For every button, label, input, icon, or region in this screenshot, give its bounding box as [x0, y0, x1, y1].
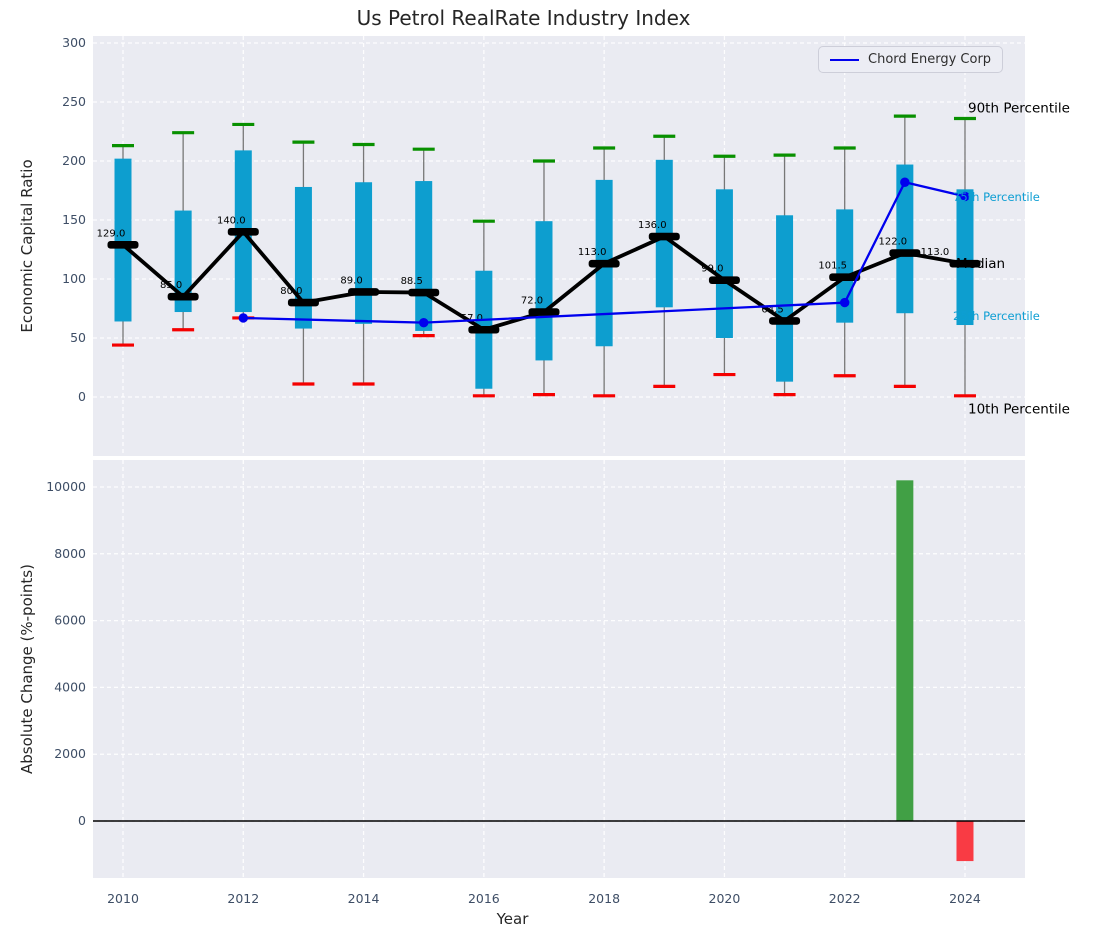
median-marker-2018: [588, 259, 620, 268]
median-marker-2016: [468, 325, 500, 334]
x-tick-label: 2024: [949, 891, 981, 906]
x-tick-label: 2018: [588, 891, 620, 906]
company-point-2022: [840, 297, 850, 308]
company-point-2024: [960, 191, 970, 202]
box-p25-p75-2021: [776, 215, 794, 382]
box-p25-p75-2020: [715, 189, 733, 338]
median-marker-2022: [829, 273, 861, 282]
median-value-label-2012: 140.0: [217, 215, 246, 226]
bottom-y-tick-label: 10000: [46, 479, 86, 494]
top-y-tick-label: 150: [62, 212, 86, 227]
median-marker-2013: [287, 298, 319, 307]
bottom-y-axis-label: Absolute Change (%-points): [18, 564, 36, 774]
median-marker-2020: [708, 276, 740, 284]
median-value-label-2013: 80.0: [280, 286, 302, 297]
median-marker-2012: [227, 228, 259, 236]
box-p25-p75-2010: [114, 158, 132, 322]
x-tick-label: 2012: [227, 891, 259, 906]
median-value-label-2019: 136.0: [638, 220, 667, 231]
top-y-tick-label: 200: [62, 153, 86, 168]
top-y-tick-label: 50: [70, 330, 86, 345]
median-value-label-2014: 89.0: [340, 275, 362, 286]
median-marker-2019: [648, 232, 680, 241]
company-point-2023: [900, 177, 910, 187]
median-value-label-2021: 64.5: [761, 304, 783, 315]
bottom-y-tick-label: 0: [78, 813, 86, 828]
x-tick-label: 2016: [468, 891, 500, 906]
median-value-label-2010: 129.0: [97, 228, 126, 239]
annotation-median: Median: [956, 256, 1005, 272]
median-value-label-2015: 88.5: [401, 276, 423, 287]
median-marker-2023: [889, 249, 921, 257]
median-marker-2024: [949, 259, 981, 268]
box-p25-p75-2017: [535, 221, 553, 361]
median-value-label-2016: 57.0: [461, 313, 483, 324]
company-point-2015: [419, 317, 429, 328]
median-value-label-2018: 113.0: [578, 247, 607, 258]
box-p25-p75-2015: [415, 181, 433, 331]
x-axis-label: Year: [496, 910, 529, 928]
x-tick-label: 2020: [709, 891, 741, 906]
top-y-tick-label: 250: [62, 94, 86, 109]
box-p25-p75-2023: [896, 164, 914, 314]
top-panel: 0 50 100 150 200 250 300 129.0 85.0 140.0 80.0 89.0…: [62, 35, 1070, 456]
x-tick-label: 2014: [348, 891, 380, 906]
chart-title: Us Petrol RealRate Industry Index: [356, 6, 691, 30]
annotation-10th-percentile: 10th Percentile: [968, 401, 1070, 417]
x-tick-label: 2022: [829, 891, 861, 906]
legend-label: Chord Energy Corp: [868, 52, 992, 67]
median-marker-2014: [348, 288, 380, 296]
median-value-label-2011: 85.0: [160, 280, 182, 291]
box-p25-p75-2011: [174, 210, 192, 313]
top-y-tick-label: 0: [78, 389, 86, 404]
median-value-label-2024: 113.0: [921, 247, 950, 258]
median-marker-2021: [769, 317, 801, 325]
legend: Chord Energy Corp: [818, 46, 1004, 73]
annotation-75th-percentile: 75th Percentile: [953, 190, 1040, 204]
median-marker-2015: [408, 288, 440, 297]
box-p25-p75-2014: [355, 182, 373, 324]
median-value-label-2023: 122.0: [879, 237, 908, 248]
median-value-label-2022: 101.5: [818, 261, 847, 272]
company-point-2012: [238, 313, 248, 323]
bottom-panel-background: [93, 460, 1025, 878]
median-marker-2010: [107, 240, 139, 249]
box-p25-p75-2024: [956, 189, 974, 326]
change-bar-2024: [956, 821, 974, 862]
bottom-panel: 0 2000 4000 6000 8000 10000 2010 2012 2014 2016 20…: [46, 460, 1025, 906]
change-bar-2023: [896, 480, 914, 821]
bottom-y-tick-label: 6000: [54, 613, 86, 628]
median-marker-2011: [167, 292, 199, 301]
top-y-axis-label: Economic Capital Ratio: [18, 159, 36, 333]
top-y-tick-label: 300: [62, 35, 86, 50]
annotation-25th-percentile: 25th Percentile: [953, 309, 1040, 323]
x-tick-label: 2010: [107, 891, 139, 906]
bottom-y-tick-label: 8000: [54, 546, 86, 561]
top-y-tick-label: 100: [62, 271, 86, 286]
bottom-y-tick-label: 4000: [54, 679, 86, 694]
legend-line-sample-icon: [830, 58, 859, 61]
median-value-label-2017: 72.0: [521, 296, 543, 307]
annotation-90th-percentile: 90th Percentile: [968, 100, 1070, 116]
bottom-y-tick-label: 2000: [54, 746, 86, 761]
median-marker-2017: [528, 308, 560, 316]
median-value-label-2020: 99.0: [701, 264, 723, 275]
box-p25-p75-2013: [294, 186, 312, 329]
